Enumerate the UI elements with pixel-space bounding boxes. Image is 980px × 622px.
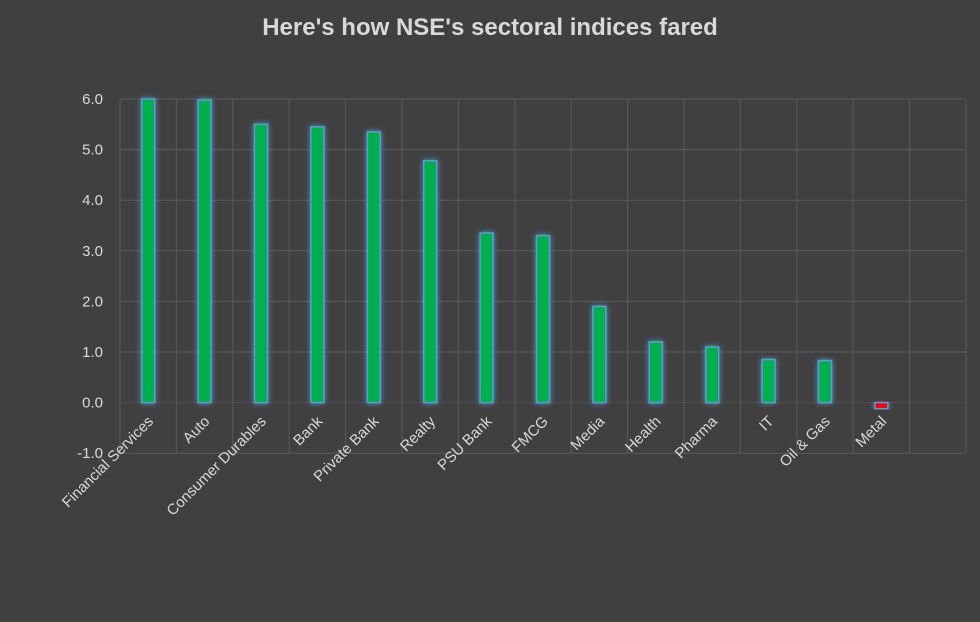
y-tick-label: 2.0: [82, 293, 103, 310]
x-category-label: Metal: [852, 413, 890, 451]
y-tick-label: 5.0: [82, 142, 103, 159]
y-tick-label: 3.0: [82, 243, 103, 260]
bar: [140, 98, 156, 404]
bar: [310, 126, 325, 404]
bar: [874, 401, 889, 410]
x-category-label: Media: [567, 413, 608, 454]
x-category-label: IT: [756, 413, 777, 434]
y-tick-label: 0.0: [82, 395, 103, 412]
bar: [535, 234, 551, 404]
bar: [422, 159, 438, 404]
y-tick-label: -1.0: [77, 445, 103, 462]
bar: [253, 123, 269, 404]
y-tick-label: 1.0: [82, 344, 103, 361]
bar: [592, 305, 607, 404]
x-category-label: Realty: [397, 413, 439, 455]
x-category-label: Auto: [180, 413, 214, 447]
x-category-label: Financial Services: [59, 413, 157, 511]
bar: [704, 346, 720, 404]
bar: [817, 359, 833, 404]
x-category-label: Consumer Durables: [163, 413, 269, 519]
bar: [648, 341, 664, 404]
bar: [366, 131, 382, 404]
bar: [479, 232, 494, 404]
x-category-label: PSU Bank: [434, 413, 495, 474]
x-category-label: Bank: [290, 413, 327, 450]
chart-title: Here's how NSE's sectoral indices fared: [262, 14, 718, 41]
y-tick-label: 4.0: [82, 192, 103, 209]
bar: [197, 99, 212, 404]
x-category-label: Oil & Gas: [776, 413, 833, 470]
x-category-label: Health: [622, 413, 665, 456]
x-category-label: Pharma: [672, 413, 722, 463]
y-tick-label: 6.0: [82, 91, 103, 108]
bar: [761, 358, 776, 404]
